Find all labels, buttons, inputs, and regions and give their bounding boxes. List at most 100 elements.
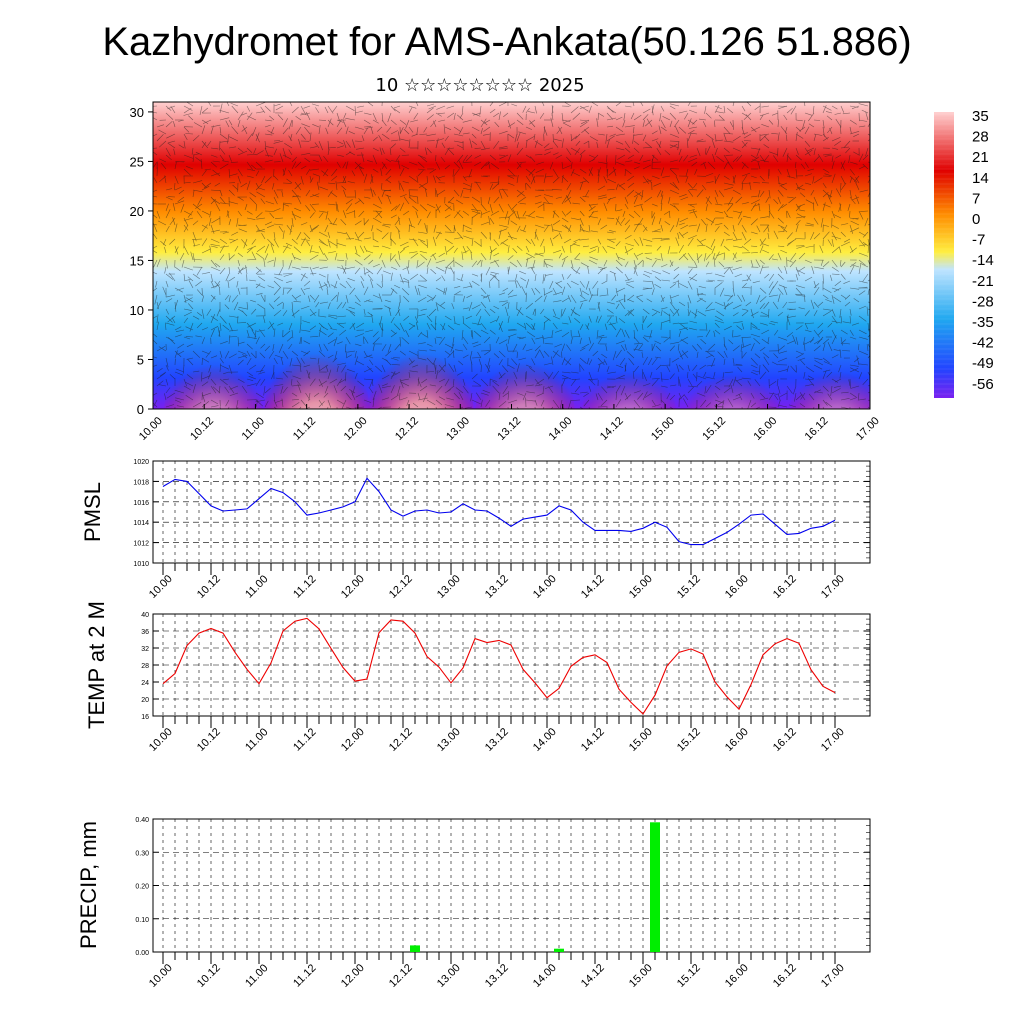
wind-vector <box>192 203 201 211</box>
wind-vector <box>795 161 797 169</box>
wind-vector <box>659 112 662 122</box>
wind-vector <box>507 316 510 324</box>
wind-vector <box>291 238 298 245</box>
wind-vector <box>669 203 676 208</box>
wind-vector <box>822 357 830 364</box>
wind-vector <box>312 173 320 177</box>
wind-vector <box>238 228 248 233</box>
wind-vector <box>187 276 194 282</box>
wind-vector <box>332 217 338 226</box>
wind-vector <box>493 252 500 257</box>
wind-vector <box>574 147 581 155</box>
wind-vector <box>381 273 384 282</box>
wind-vector <box>831 354 839 359</box>
wind-vector <box>588 167 593 177</box>
wind-vector <box>752 370 761 373</box>
wind-vector <box>415 211 419 219</box>
wind-vector <box>498 154 506 156</box>
wind-vector <box>255 370 264 373</box>
wind-vector <box>712 154 716 163</box>
wind-vector <box>683 154 689 162</box>
wind-vector <box>535 336 545 340</box>
wind-vector <box>507 302 510 310</box>
wind-vector <box>282 118 288 128</box>
wind-vector <box>372 217 382 224</box>
wind-vector <box>651 378 660 380</box>
wind-vector <box>300 238 310 241</box>
wind-vector <box>543 202 554 205</box>
wind-vector <box>597 218 601 226</box>
wind-vector <box>426 175 428 184</box>
wind-vector <box>473 343 482 348</box>
wind-vector <box>174 350 182 358</box>
wind-vector <box>394 217 401 226</box>
wind-vector <box>450 266 455 275</box>
wind-vector <box>663 311 671 317</box>
vertical-grid <box>162 461 836 563</box>
wind-vector <box>833 214 842 219</box>
wind-vector <box>693 182 698 189</box>
wind-vector <box>363 196 371 199</box>
wind-vector <box>543 336 554 339</box>
wind-vector <box>273 148 277 156</box>
wind-vector <box>303 232 311 240</box>
wind-vector <box>727 162 734 170</box>
wind-vector <box>768 203 771 212</box>
wind-vector <box>318 212 324 219</box>
wind-vector <box>426 238 428 248</box>
wind-vector <box>615 154 617 165</box>
wind-vector <box>247 245 257 250</box>
wind-vector <box>714 210 724 214</box>
wind-vector <box>246 161 253 170</box>
wind-vector <box>210 259 218 268</box>
wind-vector <box>669 168 678 177</box>
wind-vector <box>759 216 769 219</box>
wind-vector <box>787 315 797 318</box>
wind-vector <box>389 147 392 156</box>
wind-vector <box>384 305 392 310</box>
wind-vector <box>624 247 634 254</box>
wind-vector <box>489 247 497 254</box>
wind-vector <box>512 209 518 219</box>
wind-vector <box>444 245 448 255</box>
wind-vector <box>829 127 833 135</box>
wind-vector <box>345 203 353 212</box>
wind-vector <box>696 147 701 157</box>
wind-vector <box>399 168 405 177</box>
wind-vector <box>609 230 617 233</box>
wind-vector <box>388 306 392 317</box>
wind-vector <box>399 138 410 142</box>
wind-vector <box>417 168 426 171</box>
wind-vector <box>507 154 512 163</box>
wind-vector <box>390 332 398 338</box>
wind-vector <box>588 378 596 386</box>
wind-vector <box>157 220 167 226</box>
wind-vector <box>544 259 554 261</box>
wind-vector <box>201 350 210 355</box>
wind-vector <box>489 406 491 409</box>
wind-vector <box>327 238 331 248</box>
wind-vector <box>672 181 680 191</box>
wind-vector <box>759 175 765 182</box>
wind-vector <box>622 119 626 128</box>
wind-vector <box>300 222 308 226</box>
wind-vector <box>212 169 221 177</box>
wind-vector <box>764 273 770 279</box>
wind-vector <box>624 203 629 210</box>
wind-vector <box>291 364 302 367</box>
wind-vector <box>645 141 653 149</box>
wind-vector <box>738 393 743 401</box>
wind-vector <box>864 217 869 227</box>
x-tick-label: 11.12 <box>291 573 318 600</box>
wind-vector <box>219 163 229 170</box>
wind-vector <box>273 296 280 303</box>
wind-vector <box>524 322 527 331</box>
wind-vector <box>642 224 648 231</box>
wind-vector <box>551 105 554 114</box>
x-tick-label: 13.00 <box>435 573 463 601</box>
wind-vector <box>588 203 599 206</box>
wind-vector <box>229 238 239 244</box>
wind-vector <box>359 167 365 177</box>
wind-vector <box>577 330 581 338</box>
wind-vector <box>694 406 698 409</box>
